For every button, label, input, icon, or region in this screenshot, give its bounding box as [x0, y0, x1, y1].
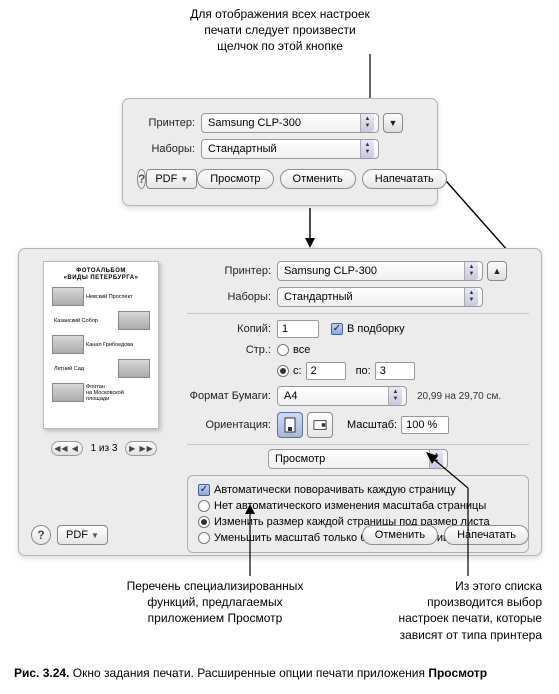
orientation-portrait[interactable] — [277, 412, 303, 438]
printer-label: Принтер: — [187, 265, 277, 277]
pages-all-label: все — [293, 344, 310, 356]
pdf-menu-button[interactable]: PDF — [146, 169, 197, 189]
print-button[interactable]: Напечатать — [444, 525, 529, 545]
printer-value: Samsung CLP-300 — [284, 265, 377, 277]
stepper-icon: ▲▼ — [360, 114, 374, 132]
presets-value: Стандартный — [284, 291, 353, 303]
scale-label: Масштаб: — [347, 419, 397, 431]
annotation-bottom-right: Из этого списка производится выбор настр… — [352, 578, 542, 643]
preview-cap: Невский Проспект — [84, 294, 150, 300]
presets-select[interactable]: Стандартный ▲▼ — [277, 287, 483, 307]
preview-cap: Канал Грибоедова — [84, 342, 150, 348]
collate-checkbox[interactable] — [331, 323, 343, 335]
stepper-icon: ▲▼ — [464, 262, 478, 280]
caption-number: Рис. 3.24. — [14, 666, 69, 680]
disclosure-button[interactable]: ▲ — [487, 261, 507, 281]
presets-label: Наборы: — [187, 291, 277, 303]
preview-img — [118, 311, 150, 330]
help-button[interactable]: ? — [31, 525, 51, 545]
presets-label: Наборы: — [137, 143, 201, 155]
noscale-label: Нет автоматического изменения масштаба с… — [214, 500, 486, 512]
paper-label: Формат Бумаги: — [187, 390, 277, 402]
section-select[interactable]: Просмотр ▲▼ — [268, 449, 448, 469]
pages-all-radio[interactable] — [277, 344, 289, 356]
nav-first-button[interactable]: ◀◀ ◀ — [51, 441, 83, 456]
preview-img — [52, 383, 84, 402]
printer-select[interactable]: Samsung CLP-300 ▲▼ — [277, 261, 483, 281]
pages-to-label: по: — [356, 365, 371, 377]
page-nav: ◀◀ ◀ 1 из 3 ▶ ▶▶ — [39, 441, 169, 456]
paper-dims: 20,99 на 29,70 см. — [417, 391, 501, 402]
preview-cap: Казанский Собор — [52, 318, 118, 324]
print-dialog-collapsed: Принтер: Samsung CLP-300 ▲▼ ▼ Наборы: Ст… — [122, 98, 438, 206]
preview-button[interactable]: Просмотр — [197, 169, 273, 189]
preview-title: ФОТОАЛЬБОМ «ВИДЫ ПЕТЕРБУРГА» — [52, 268, 150, 281]
printer-label: Принтер: — [137, 117, 201, 129]
figure-caption: Рис. 3.24. Окно задания печати. Расширен… — [14, 666, 545, 680]
autorotate-label: Автоматически поворачивать каждую страни… — [214, 484, 456, 496]
paper-value: A4 — [284, 390, 297, 402]
stepper-icon: ▲▼ — [360, 140, 374, 158]
collate-label: В подборку — [347, 323, 405, 335]
pdf-menu-button[interactable]: PDF — [57, 525, 108, 545]
cancel-button[interactable]: Отменить — [280, 169, 356, 189]
page-indicator: 1 из 3 — [91, 443, 118, 454]
preview-img — [52, 287, 84, 306]
printer-value: Samsung CLP-300 — [208, 117, 301, 129]
scale-input[interactable] — [401, 416, 449, 434]
presets-select[interactable]: Стандартный ▲▼ — [201, 139, 379, 159]
presets-value: Стандартный — [208, 143, 277, 155]
print-dialog-expanded: ФОТОАЛЬБОМ «ВИДЫ ПЕТЕРБУРГА» Невский Про… — [18, 248, 542, 556]
paper-select[interactable]: A4 ▲▼ — [277, 386, 407, 406]
copies-label: Копий: — [187, 323, 277, 335]
section-value: Просмотр — [275, 453, 325, 465]
preview-cap: Фонтан на Московской площади — [84, 384, 150, 402]
printer-select[interactable]: Samsung CLP-300 ▲▼ — [201, 113, 379, 133]
stepper-icon: ▲▼ — [464, 288, 478, 306]
preview-cap: Летний Сад — [52, 366, 118, 372]
noscale-radio[interactable] — [198, 500, 210, 512]
caption-text: Окно задания печати. Расширенные опции п… — [69, 666, 428, 680]
nav-last-button[interactable]: ▶ ▶▶ — [125, 441, 157, 456]
copies-input[interactable] — [277, 320, 319, 338]
pages-label: Стр.: — [187, 344, 277, 356]
print-button[interactable]: Напечатать — [362, 169, 447, 189]
orientation-landscape[interactable] — [307, 412, 333, 438]
autorotate-checkbox[interactable] — [198, 484, 210, 496]
disclosure-button[interactable]: ▼ — [383, 113, 403, 133]
caption-app: Просмотр — [428, 666, 487, 680]
page-preview: ФОТОАЛЬБОМ «ВИДЫ ПЕТЕРБУРГА» Невский Про… — [43, 261, 159, 429]
preview-img — [118, 359, 150, 378]
pages-range-radio[interactable] — [277, 365, 289, 377]
pages-from-label: с: — [293, 365, 302, 377]
pages-from-input[interactable] — [306, 362, 346, 380]
preview-img — [52, 335, 84, 354]
annotation-top: Для отображения всех настроек печати сле… — [130, 6, 430, 55]
annotation-bottom-left: Перечень специализированных функций, пре… — [110, 578, 320, 627]
help-button[interactable]: ? — [137, 169, 146, 189]
cancel-button[interactable]: Отменить — [362, 525, 438, 545]
stepper-icon: ▲▼ — [429, 450, 443, 468]
stepper-icon: ▲▼ — [388, 387, 402, 405]
pages-to-input[interactable] — [375, 362, 415, 380]
orientation-label: Ориентация: — [187, 419, 277, 431]
